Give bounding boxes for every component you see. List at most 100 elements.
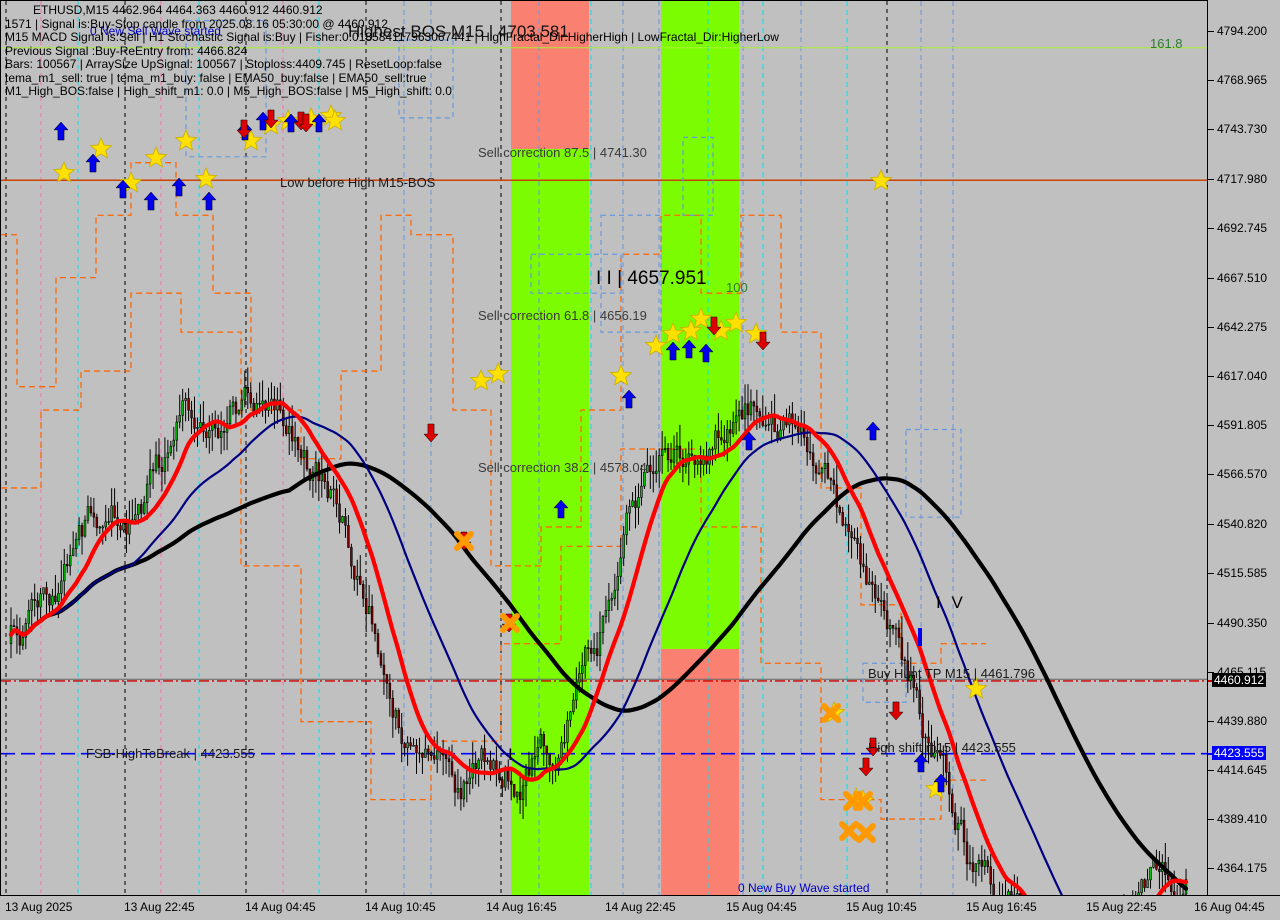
price-tick-label: 4692.745 — [1217, 221, 1268, 236]
price-tick-label: 4667.510 — [1217, 270, 1268, 285]
time-scale[interactable]: 13 Aug 2025 13 Aug 22:45 14 Aug 04:45 14 Au… — [0, 897, 1280, 920]
wave-label-iv: I V — [936, 593, 966, 612]
star-signal-icon — [52, 160, 76, 183]
time-tick-label: 15 Aug 04:45 — [726, 900, 797, 914]
price-marker — [1208, 679, 1214, 682]
time-tick-label: 13 Aug 22:45 — [124, 900, 195, 914]
price-tick — [1208, 622, 1214, 624]
range-box-7 — [862, 662, 907, 703]
star-signal-icon — [609, 363, 633, 386]
star-signal-icon — [194, 166, 218, 189]
time-tick-label: 16 Aug 04:45 — [1194, 900, 1265, 914]
price-tick-label: 4642.275 — [1217, 319, 1268, 334]
arrow-up-buy-icon — [553, 499, 569, 519]
star-signal-icon — [679, 318, 703, 341]
price-tick — [1208, 819, 1214, 821]
price-tick-label: 4717.980 — [1217, 172, 1268, 187]
range-box-1 — [185, 19, 267, 158]
wave-label-ii: I I | 4657.951 — [596, 268, 707, 289]
star-signal-icon — [661, 321, 685, 344]
arrow-down-sell-icon — [888, 701, 904, 721]
range-box-4 — [600, 214, 662, 333]
arrow-up-buy-icon — [913, 753, 929, 773]
arrow-up-buy-icon — [115, 179, 131, 199]
new-buy-wave-started: 0 New Buy Wave started — [738, 881, 870, 895]
price-tick — [1208, 474, 1214, 476]
star-signal-icon — [869, 168, 893, 191]
range-box-6 — [905, 428, 962, 518]
price-scale[interactable]: 4794.200 4768.965 4743.730 4717.980 4692.745… — [1208, 0, 1280, 896]
sell-correction-618: Sell correction 61.8 | 4656.19 — [478, 308, 647, 323]
price-tick — [1208, 524, 1214, 526]
price-tick — [1208, 30, 1214, 32]
arrow-up-buy-icon — [665, 341, 681, 361]
arrow-up-buy-icon — [85, 153, 101, 173]
fractal-band-upper — [1, 162, 986, 664]
x-cross-exit-icon — [839, 821, 859, 841]
x-cross-exit-icon — [821, 703, 841, 723]
time-tick-label: 14 Aug 10:45 — [365, 900, 436, 914]
arrow-up-buy-icon — [311, 113, 327, 133]
arrow-up-buy-icon — [741, 431, 757, 451]
star-signal-icon — [174, 128, 198, 151]
level-price-label: 4423.555 — [1212, 745, 1267, 760]
sell-correction-875: Sell correction 87.5 | 4741.30 — [478, 145, 647, 160]
price-tick-label: 4540.820 — [1217, 517, 1268, 532]
price-tick — [1208, 573, 1214, 575]
price-tick — [1208, 228, 1214, 230]
price-tick-label: 4439.880 — [1217, 713, 1268, 728]
price-tick-label: 4794.200 — [1217, 23, 1268, 38]
fractal-band-lower — [1, 292, 986, 820]
arrow-up-buy-icon — [865, 421, 881, 441]
arrow-up-buy-icon — [53, 121, 69, 141]
arrow-down-sell-icon — [865, 737, 881, 757]
star-signal-icon — [323, 108, 347, 131]
price-tick — [1208, 720, 1214, 722]
price-tick — [1208, 326, 1214, 328]
sell-correction-382: Sell correction 38.2 | 4578.04 — [478, 460, 647, 475]
arrow-down-sell-icon — [263, 109, 279, 129]
time-tick-label: 15 Aug 22:45 — [1086, 900, 1157, 914]
overlay-highest-bos: Highest BOS M15 | 4703.581 — [348, 22, 569, 41]
arrow-up-buy-icon — [621, 389, 637, 409]
fib-100: 100 — [726, 280, 748, 295]
x-cross-exit-icon — [853, 791, 873, 811]
star-signal-icon — [644, 333, 668, 356]
price-tick-label: 4515.585 — [1217, 566, 1268, 581]
price-tick-label: 4364.175 — [1217, 861, 1268, 876]
time-tick-label: 15 Aug 10:45 — [846, 900, 917, 914]
arrow-down-sell-icon — [236, 119, 252, 139]
arrow-down-sell-icon — [755, 331, 771, 351]
x-cross-exit-icon — [500, 613, 520, 633]
price-tick — [1208, 277, 1214, 279]
ema-slow-blue — [9, 415, 1063, 895]
arrow-up-buy-icon — [933, 773, 949, 793]
price-tick-label: 4566.570 — [1217, 467, 1268, 482]
arrow-up-buy-icon — [698, 343, 714, 363]
price-marker — [1208, 752, 1214, 755]
price-tick-label: 4389.410 — [1217, 812, 1268, 827]
price-tick — [1208, 671, 1214, 673]
arrow-down-sell-icon — [706, 316, 722, 336]
star-signal-icon — [89, 136, 113, 159]
price-tick-label: 4768.965 — [1217, 72, 1268, 87]
time-tick-label: 14 Aug 22:45 — [605, 900, 676, 914]
time-tick-label: 14 Aug 04:45 — [245, 900, 316, 914]
arrow-down-sell-icon — [298, 113, 314, 133]
current-price-label: 4460.912 — [1212, 672, 1267, 687]
star-signal-icon — [144, 145, 168, 168]
star-signal-icon — [469, 368, 493, 391]
sell-zone-1 — [511, 1, 589, 149]
overlay-new-sell-wave: 0 New Sell Wave started — [90, 24, 221, 38]
price-tick — [1208, 129, 1214, 131]
star-signal-icon — [744, 321, 768, 344]
entry-tick-marker — [918, 628, 922, 646]
price-tick — [1208, 375, 1214, 377]
chart-plot-area[interactable] — [0, 0, 1208, 896]
arrow-up-buy-icon — [201, 191, 217, 211]
arrow-down-sell-icon — [858, 757, 874, 777]
fib-161-8: 161.8 — [1150, 36, 1183, 51]
range-box-3 — [530, 253, 622, 294]
ema-200-black — [8, 461, 1189, 891]
